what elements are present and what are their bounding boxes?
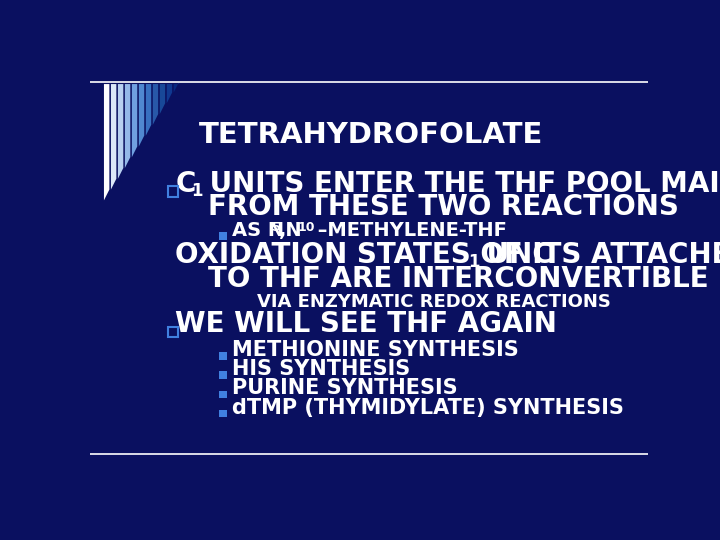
Text: OXIDATION STATES OF C: OXIDATION STATES OF C <box>175 241 553 269</box>
Polygon shape <box>153 84 158 125</box>
Text: HIS SYNTHESIS: HIS SYNTHESIS <box>232 359 410 379</box>
Text: 1: 1 <box>468 253 480 271</box>
Bar <box>168 186 179 197</box>
Text: VIA ENZYMATIC REDOX REACTIONS: VIA ENZYMATIC REDOX REACTIONS <box>256 293 611 312</box>
Text: TETRAHYDROFOLATE: TETRAHYDROFOLATE <box>199 121 543 149</box>
Polygon shape <box>167 84 172 103</box>
Polygon shape <box>139 84 144 146</box>
Text: PURINE SYNTHESIS: PURINE SYNTHESIS <box>232 379 457 399</box>
Text: TO THF ARE INTERCONVERTIBLE: TO THF ARE INTERCONVERTIBLE <box>208 265 708 293</box>
Bar <box>220 390 228 398</box>
Polygon shape <box>145 84 151 136</box>
Polygon shape <box>174 82 179 92</box>
Text: FROM THESE TWO REACTIONS: FROM THESE TWO REACTIONS <box>208 193 679 221</box>
Bar <box>168 327 179 338</box>
Text: AS N: AS N <box>232 221 284 240</box>
Text: METHIONINE SYNTHESIS: METHIONINE SYNTHESIS <box>232 340 518 360</box>
Text: ,N: ,N <box>279 221 302 240</box>
Text: –METHYLENE-THF: –METHYLENE-THF <box>311 221 507 240</box>
Text: 5: 5 <box>272 221 281 234</box>
Polygon shape <box>118 84 123 179</box>
Text: UNITS ATTACHED: UNITS ATTACHED <box>477 241 720 269</box>
Polygon shape <box>125 84 130 168</box>
Bar <box>220 352 228 360</box>
Bar <box>220 410 228 417</box>
Text: WE WILL SEE THF AGAIN: WE WILL SEE THF AGAIN <box>175 310 557 338</box>
Polygon shape <box>160 84 165 114</box>
Text: C: C <box>175 170 196 198</box>
Text: 10: 10 <box>297 221 315 234</box>
Text: dTMP (THYMIDYLATE) SYNTHESIS: dTMP (THYMIDYLATE) SYNTHESIS <box>232 397 624 417</box>
Polygon shape <box>132 84 138 157</box>
Bar <box>220 372 228 379</box>
Text: 1: 1 <box>191 181 202 200</box>
Polygon shape <box>104 84 109 200</box>
Polygon shape <box>111 84 117 190</box>
Text: UNITS ENTER THE THF POOL MAINLY: UNITS ENTER THE THF POOL MAINLY <box>200 170 720 198</box>
Bar <box>220 232 228 240</box>
